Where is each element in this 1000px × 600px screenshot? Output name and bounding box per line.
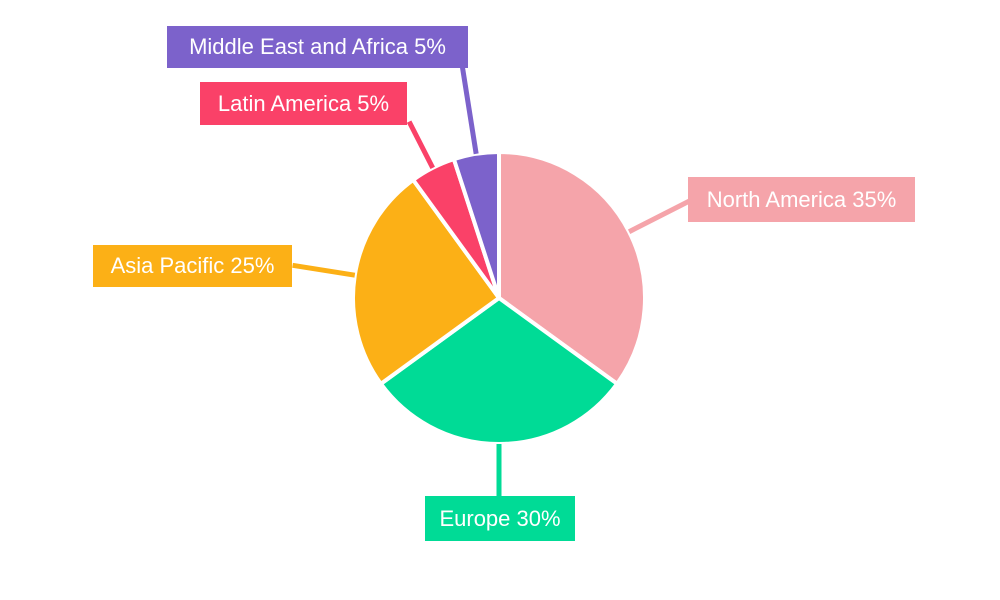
pie-label-europe: Europe 30%	[425, 496, 575, 541]
pie-label-middle-east-and-africa: Middle East and Africa 5%	[167, 26, 468, 68]
pie-slice-asia-pacific	[351, 177, 502, 387]
pie-label-latin-america: Latin America 5%	[200, 82, 407, 125]
leader-line-latin-america	[406, 120, 435, 170]
pie-label-north-america: North America 35%	[688, 177, 915, 222]
pie-label-asia-pacific: Asia Pacific 25%	[93, 245, 292, 287]
leader-line-asia-pacific	[292, 262, 356, 278]
pie-slice-europe	[378, 295, 620, 446]
pie-slice-north-america	[497, 149, 647, 387]
leader-line-middle-east-and-africa	[459, 62, 479, 155]
pie-slice-middle-east-and-africa	[451, 149, 501, 299]
leader-line-north-america	[627, 198, 691, 234]
